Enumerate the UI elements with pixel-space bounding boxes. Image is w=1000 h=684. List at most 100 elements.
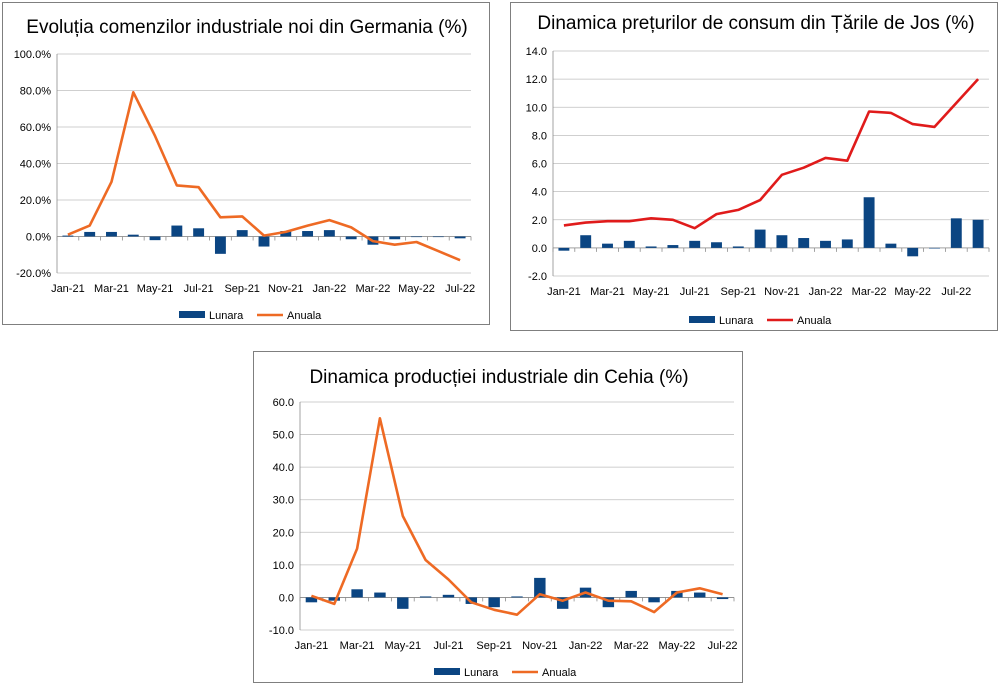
y-tick-label: -20.0%	[16, 268, 51, 280]
bar-monthly	[127, 234, 139, 237]
y-tick-label: 10.0	[273, 560, 294, 572]
y-tick-label: 2.0	[532, 215, 547, 227]
bar-monthly	[149, 236, 161, 241]
bar-monthly	[602, 243, 613, 248]
bar-monthly	[929, 247, 940, 249]
x-tick-label: May-22	[398, 283, 435, 295]
y-tick-label: 40.0%	[20, 159, 51, 171]
y-tick-label: 30.0	[273, 495, 294, 507]
x-tick-label: Jul-22	[445, 283, 475, 295]
chart-title: Dinamica producției industriale din Cehi…	[309, 367, 688, 388]
x-tick-label: Mar-21	[340, 640, 375, 652]
bar-monthly	[534, 577, 546, 598]
bar-monthly	[442, 594, 455, 598]
x-tick-label: May-21	[633, 286, 670, 298]
bar-monthly	[454, 236, 466, 239]
line-annual	[67, 91, 461, 262]
bar-monthly	[798, 238, 810, 248]
chart-title: Evoluția comenzilor industriale noi din …	[26, 17, 467, 38]
chart-panel-czech-production: Dinamica producției industriale din Cehi…	[253, 351, 743, 683]
legend-swatch-monthly	[434, 668, 460, 675]
y-tick-label: 60.0%	[20, 122, 51, 134]
bar-monthly	[950, 218, 962, 248]
legend-swatch-monthly	[179, 311, 205, 318]
y-tick-label: 6.0	[532, 159, 547, 171]
x-tick-label: Jan-21	[295, 640, 329, 652]
bar-monthly	[488, 597, 500, 608]
bar-monthly	[716, 597, 729, 600]
bar-monthly	[667, 245, 679, 248]
x-tick-label: Sep-21	[721, 286, 756, 298]
x-tick-label: Sep-21	[224, 283, 259, 295]
line-annual	[563, 78, 980, 230]
chart-panel-netherlands-cpi: Dinamica prețurilor de consum din Țările…	[510, 2, 998, 331]
legend-label-monthly: Lunara	[209, 310, 244, 322]
bar-monthly	[776, 235, 788, 248]
x-tick-label: Mar-22	[852, 286, 887, 298]
y-tick-label: 100.0%	[14, 49, 52, 61]
bar-monthly	[625, 590, 637, 598]
x-tick-label: Jul-22	[708, 640, 738, 652]
chart-panel-germany-orders: Evoluția comenzilor industriale noi din …	[2, 2, 490, 325]
x-tick-label: Mar-21	[94, 283, 129, 295]
bar-monthly	[258, 236, 270, 247]
bar-monthly	[328, 597, 340, 601]
bar-monthly	[323, 230, 335, 237]
bar-monthly	[280, 231, 292, 237]
x-tick-label: Jul-21	[184, 283, 214, 295]
bar-monthly	[397, 597, 409, 609]
x-tick-label: Jan-21	[547, 286, 581, 298]
bar-monthly	[580, 235, 592, 248]
legend-label-annual: Anuala	[287, 310, 322, 322]
x-tick-label: Nov-21	[522, 640, 557, 652]
x-tick-label: Jan-22	[809, 286, 843, 298]
legend-label-monthly: Lunara	[464, 667, 499, 679]
x-tick-label: Jul-21	[680, 286, 710, 298]
y-tick-label: 0.0%	[26, 232, 51, 244]
y-tick-label: 80.0%	[20, 86, 51, 98]
x-tick-label: Sep-21	[476, 640, 511, 652]
bar-monthly	[236, 230, 248, 237]
y-tick-label: 20.0	[273, 527, 294, 539]
x-tick-label: May-22	[894, 286, 931, 298]
y-tick-label: 0.0	[532, 243, 547, 255]
bar-monthly	[972, 219, 984, 248]
bar-monthly	[374, 592, 386, 598]
bar-monthly	[602, 597, 615, 608]
bar-monthly	[345, 236, 357, 240]
x-tick-label: Jan-22	[313, 283, 347, 295]
bar-monthly	[694, 592, 706, 598]
bar-monthly	[648, 597, 660, 603]
bar-monthly	[732, 246, 744, 248]
x-tick-label: Jan-21	[51, 283, 85, 295]
y-tick-label: 40.0	[273, 462, 294, 474]
x-tick-label: May-22	[659, 640, 696, 652]
x-tick-label: Mar-21	[590, 286, 625, 298]
bar-monthly	[305, 597, 318, 603]
bar-monthly	[419, 596, 432, 598]
x-tick-label: Jan-22	[569, 640, 603, 652]
bar-monthly	[193, 228, 205, 237]
y-tick-label: 60.0	[273, 397, 294, 409]
bar-monthly	[754, 229, 766, 248]
bar-monthly	[389, 236, 401, 240]
bar-monthly	[841, 239, 853, 248]
chart-czech-production: Dinamica producției industriale din Cehi…	[269, 367, 738, 679]
y-tick-label: 20.0%	[20, 195, 51, 207]
line-annual	[310, 417, 723, 617]
bar-monthly	[623, 240, 635, 248]
bar-monthly	[689, 240, 701, 248]
bar-monthly	[558, 247, 570, 251]
bar-monthly	[411, 236, 422, 238]
x-tick-label: Nov-21	[764, 286, 799, 298]
y-tick-label: 14.0	[526, 46, 547, 58]
x-tick-label: Jul-22	[941, 286, 971, 298]
x-tick-label: Nov-21	[268, 283, 303, 295]
y-tick-label: -10.0	[269, 625, 294, 637]
chart-title: Dinamica prețurilor de consum din Țările…	[537, 13, 974, 34]
y-tick-label: 4.0	[532, 187, 547, 199]
bar-monthly	[863, 197, 875, 248]
legend-label-annual: Anuala	[797, 315, 832, 327]
bar-monthly	[711, 242, 722, 248]
bar-monthly	[645, 246, 657, 248]
